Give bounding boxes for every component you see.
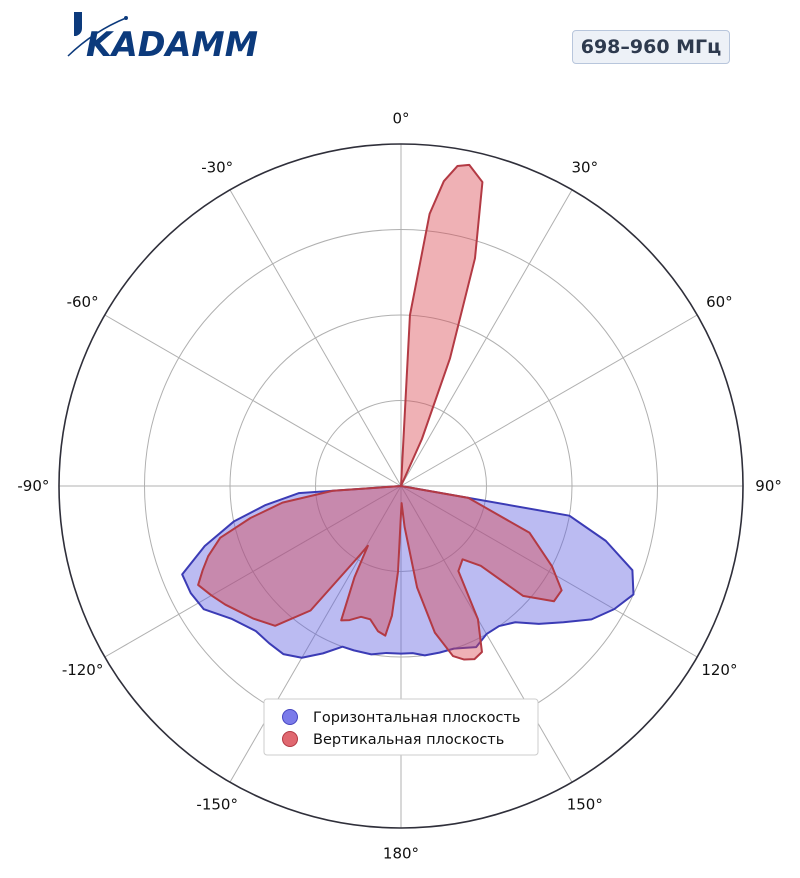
theta-tick-label-8: -120° bbox=[62, 661, 104, 679]
logo-dot bbox=[124, 16, 128, 20]
logo-mark bbox=[74, 12, 82, 36]
outer-circle bbox=[58, 143, 744, 829]
series-area-vertical bbox=[197, 163, 563, 661]
ring-gridline-1 bbox=[229, 314, 573, 658]
theta-tick-label-0: 0° bbox=[392, 109, 409, 127]
series-layer bbox=[181, 163, 635, 661]
theta-tick-label-2: 60° bbox=[706, 293, 733, 311]
theta-tick-label-7: -150° bbox=[196, 795, 238, 813]
polar-frame bbox=[58, 143, 744, 829]
legend-box bbox=[263, 698, 539, 756]
theta-tick-labels: 0° 30° 60° 90° 120° 150° 180° -150° -120° -90° -60… bbox=[17, 109, 781, 862]
company-logo: KADAMM bbox=[64, 6, 264, 65]
legend: Горизонтальная плоскость Вертикальная пл… bbox=[263, 698, 539, 756]
frequency-badge: 698–960 МГц bbox=[572, 30, 730, 64]
legend-marker-vertical bbox=[282, 731, 298, 747]
legend-label-horizontal: Горизонтальная плоскость bbox=[313, 710, 520, 726]
theta-tick-label-10: -60° bbox=[67, 293, 99, 311]
theta-tick-label-4: 120° bbox=[701, 661, 737, 679]
theta-tick-label-5: 150° bbox=[567, 795, 603, 813]
series-area-horizontal bbox=[181, 485, 635, 659]
logo-text: KADAMM bbox=[86, 25, 258, 62]
ring-gridline-0 bbox=[315, 400, 487, 572]
legend-marker-horizontal bbox=[282, 709, 298, 725]
legend-label-vertical: Вертикальная плоскость bbox=[313, 732, 504, 748]
theta-tick-label-1: 30° bbox=[572, 159, 599, 177]
theta-tick-label-9: -90° bbox=[17, 477, 49, 495]
theta-tick-label-3: 90° bbox=[755, 477, 782, 495]
logo-swoosh bbox=[67, 17, 127, 57]
theta-tick-label-11: -30° bbox=[201, 159, 233, 177]
polar-grid bbox=[59, 144, 743, 828]
theta-tick-label-6: 180° bbox=[383, 845, 419, 863]
